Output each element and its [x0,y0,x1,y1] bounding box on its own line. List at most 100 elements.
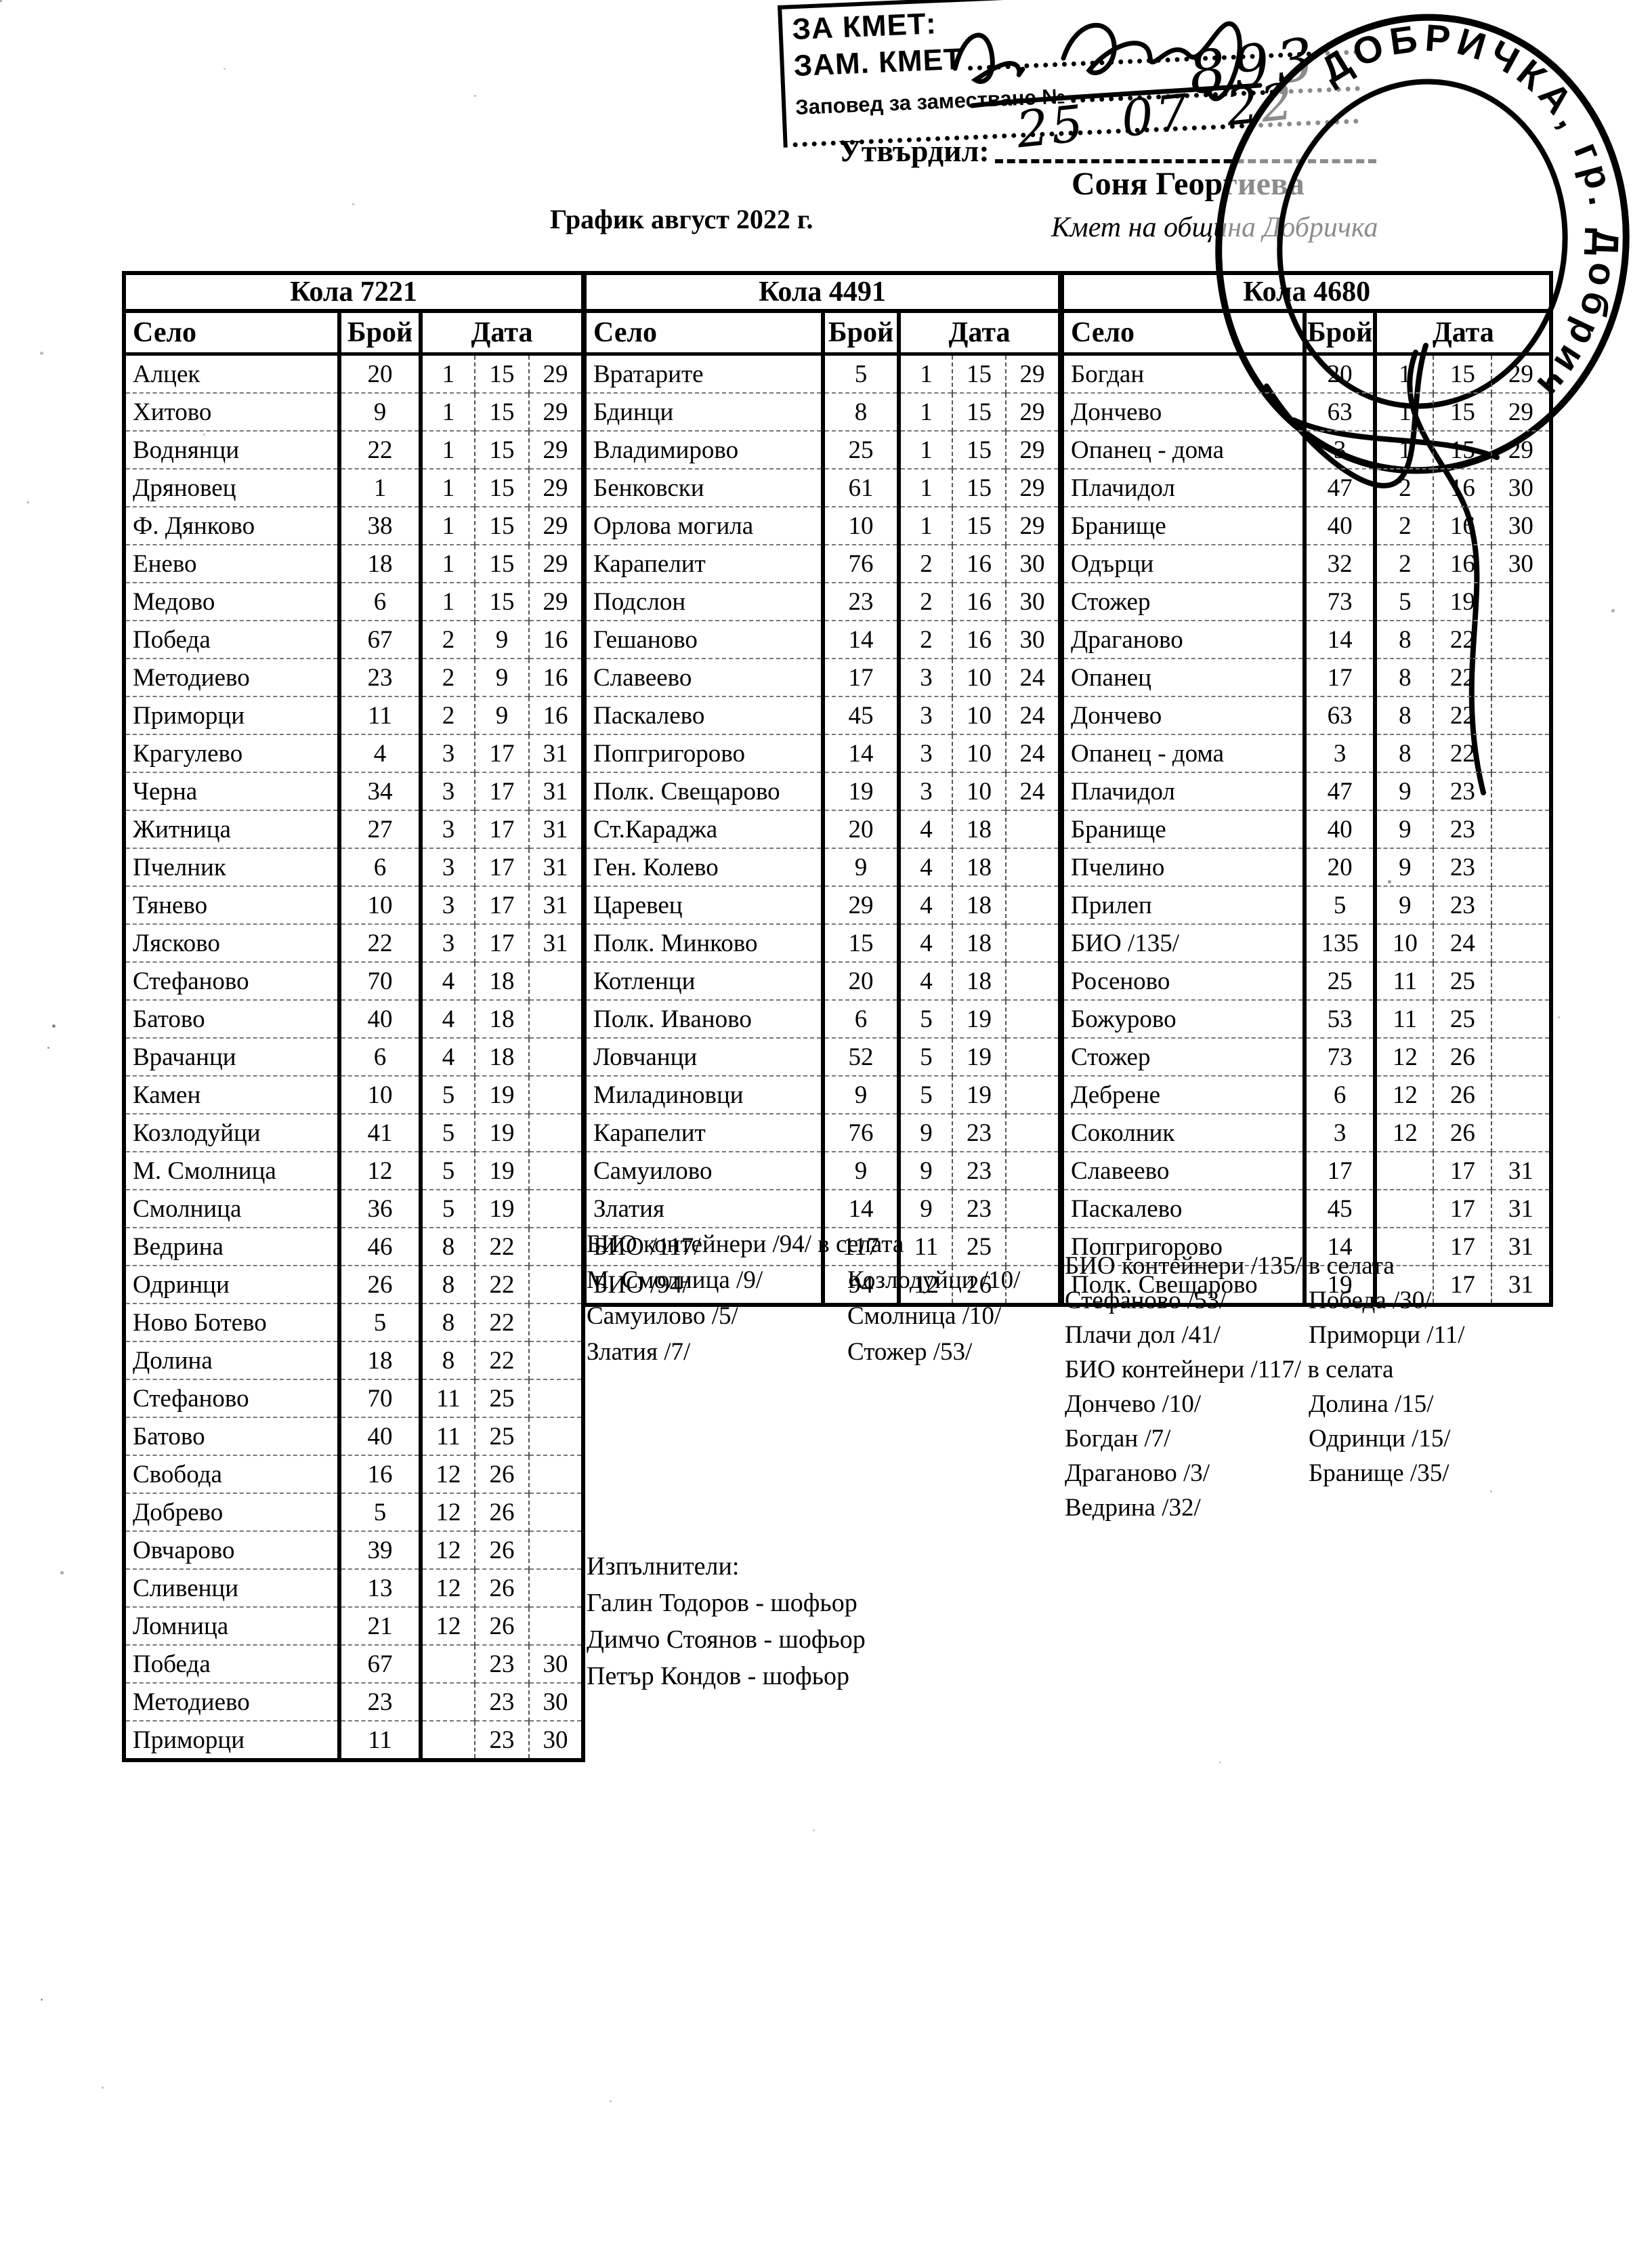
table-row: Прилеп 5 9 23 [1062,885,1552,924]
table-row: Царевец 29 4 18 [585,885,1060,924]
village-cell: Ново Ботево [124,1303,341,1341]
count-cell: 5 [1305,885,1378,924]
date-cell: 30 [1491,506,1552,545]
table-row: Методиево 23 2 9 16 [124,658,583,696]
date-cell: 22 [1433,658,1493,696]
village-cell: Врачанци [124,1037,341,1076]
date-cell: 30 [1006,582,1060,621]
count-cell: 27 [339,810,423,848]
table-row: Вратарите 5 1 15 29 [585,353,1060,393]
count-cell: 16 [339,1455,423,1493]
village-cell: Полк. Минково [585,923,825,962]
village-cell: Стефаново [124,1379,341,1417]
count-cell: 6 [339,1037,423,1076]
date-cell: 15 [952,468,1007,507]
date-cell: 30 [529,1644,583,1683]
column-header-row: Село Брой Дата [1062,311,1552,356]
date-cell: 15 [1433,353,1493,393]
village-cell: Стожер [1062,582,1307,621]
village-cell: Козлодуйци [124,1113,341,1152]
table-row: Славеево 17 3 10 24 [585,658,1060,696]
table-row: Соколник 3 12 26 [1062,1113,1552,1152]
village-cell: Приморци [124,1720,341,1760]
date-cell: 1 [899,353,953,393]
date-cell: 31 [529,923,583,962]
date-cell: 2 [421,620,475,659]
count-cell: 135 [1305,923,1378,962]
note-text: Одринци /15/ [1309,1425,1451,1453]
date-cell: 5 [899,999,953,1038]
count-cell: 70 [339,1379,423,1417]
table-row: Свобода 16 12 26 [124,1455,583,1493]
date-cell: 4 [899,961,953,1000]
note-line: БИО контейнери /117/ в селата [1065,1352,1593,1387]
date-cell: 19 [952,1075,1007,1114]
count-cell: 36 [339,1189,423,1228]
table-row: Плачидол 47 2 16 30 [1062,468,1552,507]
table-row: Плачидол 47 9 23 [1062,772,1552,810]
date-cell: 8 [421,1265,475,1304]
village-cell: Черна [124,772,341,810]
count-cell: 5 [339,1493,423,1531]
village-cell: Гешаново [585,620,825,659]
village-cell: Стефаново [124,961,341,1000]
note-line: Златия /7/Стожер /53/ [587,1334,1088,1370]
date-cell: 17 [1433,1227,1493,1266]
vehicle-table-grid: Кола 4680 Село Брой Дата Богдан 20 1 15 29 Дончев… [1060,271,1554,1307]
date-cell [1006,1227,1060,1266]
date-cell: 26 [1433,1075,1493,1114]
table-row: Славеево 17 17 31 [1062,1151,1552,1190]
date-cell: 25 [1433,961,1493,1000]
note-text: Самуилово /5/ [587,1302,738,1330]
table-row: Ген. Колево 9 4 18 [585,848,1060,886]
date-cell: 29 [1006,506,1060,545]
village-cell: Победа [124,1644,341,1683]
village-cell: Методиево [124,1682,341,1721]
date-cell: 30 [529,1720,583,1760]
date-cell: 29 [529,392,583,431]
date-cell [1491,696,1552,734]
village-cell: Лясково [124,923,341,962]
date-cell: 26 [475,1606,530,1645]
count-cell: 6 [823,999,901,1038]
date-cell: 31 [529,848,583,886]
table-row: Владимирово 25 1 15 29 [585,430,1060,469]
table-row: Победа 67 23 30 [124,1644,583,1683]
vehicle-title: Кола 4680 [1062,273,1552,313]
note-text: Ведрина /32/ [1065,1494,1201,1522]
date-cell: 1 [1375,430,1435,469]
count-cell: 47 [1305,772,1378,810]
note-text: Златия /7/ [587,1338,691,1366]
village-cell: Подслон [585,582,825,621]
village-cell: Ст.Караджа [585,810,825,848]
village-cell: Плачидол [1062,468,1307,507]
village-cell: Паскалево [585,696,825,734]
count-cell: 6 [339,848,423,886]
col-header-count: Брой [1305,311,1378,356]
date-cell: 19 [952,999,1007,1038]
note-line: Стефаново /53/Победа /30/ [1065,1283,1593,1318]
village-cell: Одърци [1062,544,1307,583]
table-row: Драганово 14 8 22 [1062,620,1552,659]
note-text: БИО контейнери /117/ в селата [1065,1356,1394,1383]
table-row: Методиево 23 23 30 [124,1682,583,1721]
count-cell: 73 [1305,582,1378,621]
note-line: БИО контейнери /94/ в селата [587,1226,1088,1262]
vehicle-title: Кола 7221 [124,273,583,313]
village-cell: Енево [124,544,341,583]
executor-name: Галин Тодоров - шофьор [587,1589,857,1617]
date-cell [529,1265,583,1304]
count-cell: 18 [339,544,423,583]
table-row: Медово 6 1 15 29 [124,582,583,621]
village-cell: Приморци [124,696,341,734]
col-header-count: Брой [823,311,901,356]
table-row: Карапелит 76 2 16 30 [585,544,1060,583]
village-cell: Хитово [124,392,341,431]
vehicle-title-row: Кола 4680 [1062,273,1552,313]
count-cell: 76 [823,544,901,583]
count-cell: 63 [1305,696,1378,734]
date-cell: 4 [899,848,953,886]
date-cell: 8 [421,1303,475,1341]
date-cell: 25 [952,1227,1007,1266]
